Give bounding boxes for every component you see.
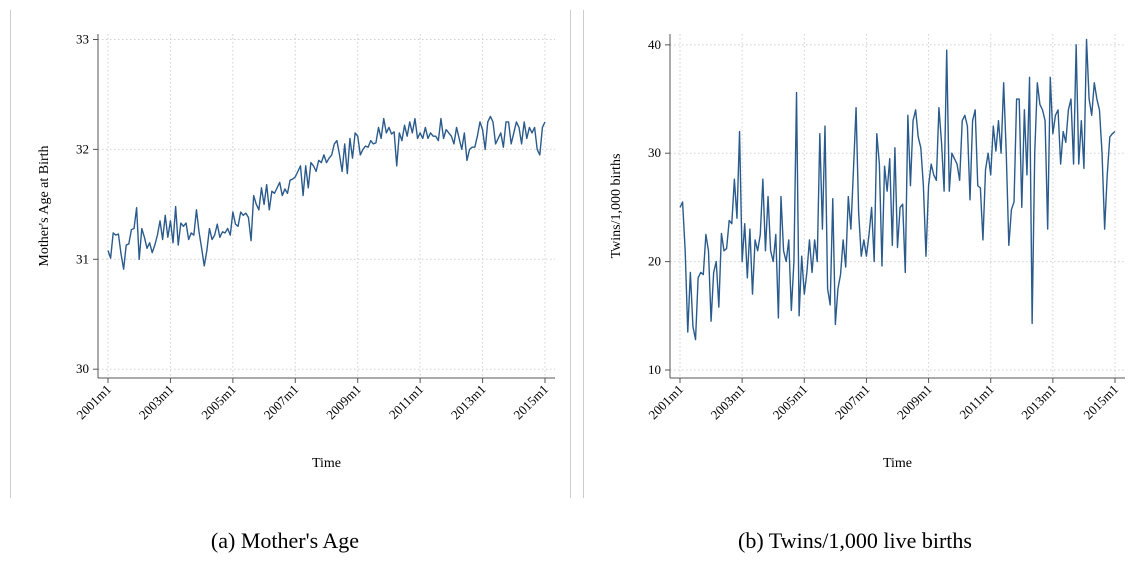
- x-tick-label: 2001m1: [73, 382, 114, 423]
- x-tick-label: 2013m1: [1018, 382, 1059, 423]
- x-tick-label: 2015m1: [510, 382, 551, 423]
- y-tick-label: 20: [648, 254, 661, 269]
- x-tick-label: 2007m1: [832, 382, 873, 423]
- y-tick-label: 33: [76, 31, 89, 46]
- x-tick-label: 2009m1: [894, 382, 935, 423]
- caption: (a) Mother's Age: [211, 528, 359, 553]
- x-tick-label: 2015m1: [1080, 382, 1121, 423]
- caption: (b) Twins/1,000 live births: [738, 528, 972, 553]
- x-axis-title: Time: [883, 456, 912, 471]
- y-tick-label: 31: [76, 251, 89, 266]
- y-tick-label: 40: [648, 37, 661, 52]
- x-tick-label: 2005m1: [770, 382, 811, 423]
- y-axis-title: Twins/1,000 births: [609, 154, 624, 259]
- y-axis-title: Mother's Age at Birth: [37, 145, 52, 266]
- x-tick-label: 2011m1: [956, 382, 996, 422]
- data-line: [107, 115, 546, 270]
- y-tick-label: 32: [76, 141, 89, 156]
- y-tick-label: 30: [648, 145, 661, 160]
- x-axis-title: Time: [312, 456, 341, 471]
- x-tick-label: 2011m1: [386, 382, 426, 422]
- x-tick-label: 2003m1: [708, 382, 749, 423]
- y-tick-label: 30: [76, 361, 89, 376]
- x-tick-label: 2005m1: [198, 382, 239, 423]
- x-tick-label: 2003m1: [136, 382, 177, 423]
- x-tick-label: 2001m1: [645, 382, 686, 423]
- x-tick-label: 2007m1: [261, 382, 302, 423]
- data-line: [679, 38, 1116, 341]
- x-tick-label: 2013m1: [448, 382, 489, 423]
- y-tick-label: 10: [648, 362, 661, 377]
- x-tick-label: 2009m1: [323, 382, 364, 423]
